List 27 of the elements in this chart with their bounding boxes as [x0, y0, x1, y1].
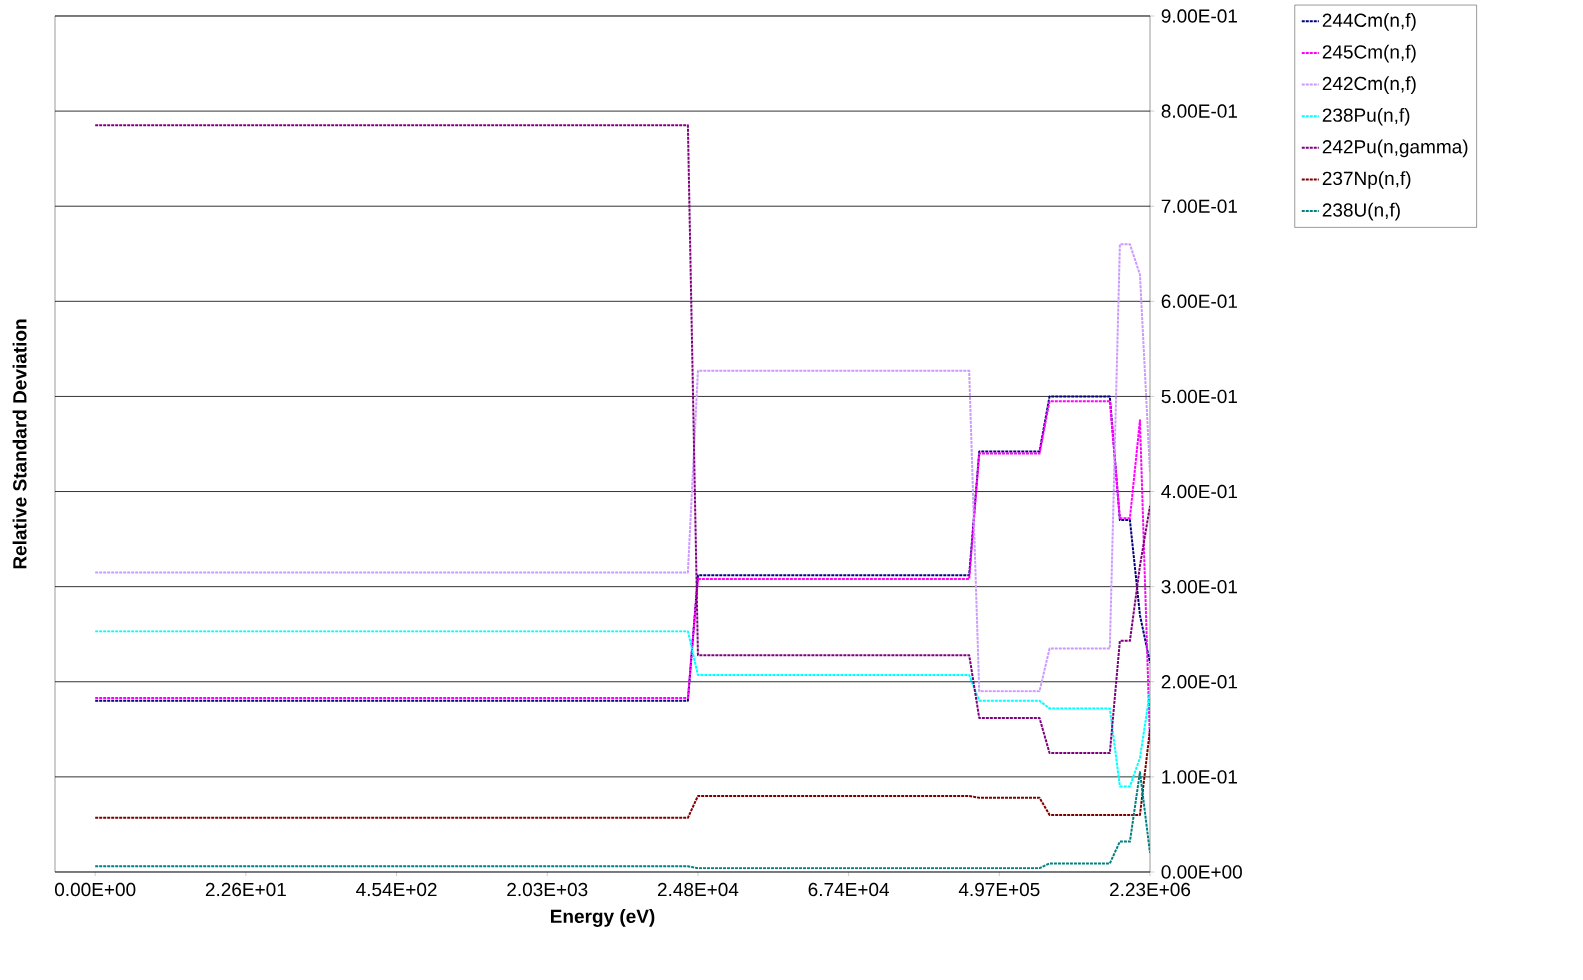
y-tick-label: 2.00E-01 — [1161, 675, 1237, 689]
x-axis-title: Energy (eV) — [550, 909, 655, 927]
x-tick-label: 2.48E+04 — [657, 882, 739, 897]
x-tick-label: 6.74E+04 — [808, 882, 890, 897]
y-tick-label: 0.00E+00 — [1161, 865, 1242, 879]
x-tick-label: 4.97E+05 — [958, 882, 1040, 897]
y-tick-label: 8.00E-01 — [1161, 104, 1237, 118]
legend-label: 245Cm(n,f) — [1322, 44, 1416, 63]
legend-label: 238Pu(n,f) — [1322, 107, 1410, 126]
y-tick-label: 7.00E-01 — [1161, 199, 1237, 213]
y-tick-label: 1.00E-01 — [1162, 770, 1237, 784]
x-tick-label: 2.23E+06 — [1110, 882, 1191, 897]
x-tick-label: 2.03E+03 — [507, 882, 588, 897]
x-tick-label: 2.26E+01 — [205, 882, 286, 897]
y-tick-label: 9.00E-01 — [1161, 9, 1237, 23]
legend-label: 244Cm(n,f) — [1322, 13, 1416, 31]
x-tick-label: 0.00E+00 — [54, 882, 136, 897]
x-tick-label: 4.54E+02 — [356, 882, 437, 897]
y-tick-label: 3.00E-01 — [1161, 579, 1237, 594]
legend-label: 242Cm(n,f) — [1322, 76, 1416, 94]
y-tick-label: 4.00E-01 — [1161, 484, 1237, 499]
legend-label: 242Pu(n,gamma) — [1322, 139, 1468, 158]
y-tick-label: 5.00E-01 — [1161, 389, 1237, 404]
legend-label: 237Np(n,f) — [1322, 171, 1411, 189]
y-tick-label: 6.00E-01 — [1161, 294, 1237, 309]
y-axis-title: Relative Standard Deviation — [12, 319, 27, 569]
legend-label: 238U(n,f) — [1322, 202, 1400, 221]
